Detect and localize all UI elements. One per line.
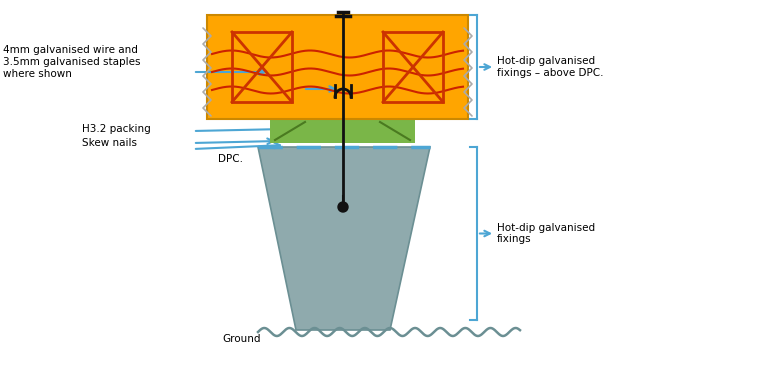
Bar <box>207 15 468 25</box>
Bar <box>207 25 468 119</box>
Text: Skew nails: Skew nails <box>82 138 137 148</box>
Polygon shape <box>258 147 430 330</box>
Text: Hot-dip galvanised
fixings: Hot-dip galvanised fixings <box>497 223 595 244</box>
Bar <box>383 32 443 102</box>
Bar <box>207 15 468 119</box>
Text: Ground: Ground <box>222 334 260 344</box>
Text: Hot-dip galvanised
fixings – above DPC.: Hot-dip galvanised fixings – above DPC. <box>497 56 604 78</box>
Text: 4mm galvanised wire and
3.5mm galvanised staples
where shown: 4mm galvanised wire and 3.5mm galvanised… <box>3 46 140 79</box>
Circle shape <box>338 202 348 212</box>
Text: DPC.: DPC. <box>218 154 243 164</box>
Text: H3.2 packing: H3.2 packing <box>82 124 151 134</box>
Bar <box>232 32 292 102</box>
Bar <box>270 119 415 143</box>
